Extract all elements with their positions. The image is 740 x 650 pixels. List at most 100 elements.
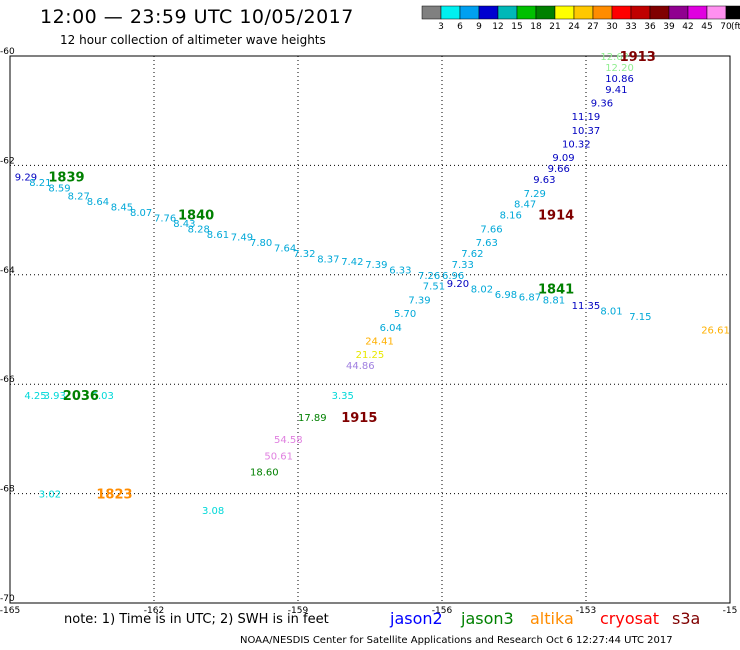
colorbar-swatch: [421, 5, 442, 20]
wave-height-label: 54.58: [274, 435, 303, 446]
wave-height-label: 8.01: [600, 306, 622, 317]
x-tick-label: -156: [432, 606, 453, 616]
colorbar-label: 6: [457, 22, 463, 32]
wave-height-label: 9.20: [447, 279, 469, 290]
x-tick-label: -165: [0, 606, 20, 616]
wave-height-label: 9.09: [552, 153, 574, 164]
wave-height-label: 26.61: [701, 326, 730, 337]
pass-time-label: 2036: [63, 389, 99, 404]
colorbar-swatch: [440, 5, 461, 20]
colorbar-swatch: [516, 5, 537, 20]
chart-title: 12:00 — 23:59 UTC 10/05/2017: [40, 6, 354, 28]
wave-height-label: 8.02: [471, 284, 493, 295]
wave-height-label: 8.61: [207, 230, 229, 241]
wave-height-label: 7.49: [231, 233, 253, 244]
pass-time-label: 1840: [178, 209, 214, 224]
y-tick-label: -62: [0, 156, 15, 166]
wave-height-label: 7.76: [154, 213, 176, 224]
wave-height-label: 44.86: [346, 361, 375, 372]
pass-time-label: 1915: [341, 411, 377, 426]
wave-height-label: 8.64: [87, 197, 109, 208]
colorbar-label: 70: [720, 22, 732, 32]
wave-height-label: 3.08: [202, 506, 224, 517]
wave-height-label: 7.39: [365, 260, 387, 271]
pass-time-label: 1913: [620, 50, 656, 65]
x-tick-label: -159: [288, 606, 309, 616]
x-tick-label: -15: [723, 606, 738, 616]
colorbar-swatch: [554, 5, 575, 20]
x-tick-label: -162: [144, 606, 164, 616]
colorbar-label: 9: [476, 22, 482, 32]
wave-height-label: 5.70: [394, 309, 416, 320]
wave-height-label: 9.29: [15, 172, 37, 183]
wave-height-label: 10.86: [605, 74, 634, 85]
wave-height-label: 9.66: [548, 164, 570, 175]
colorbar-swatch: [611, 5, 632, 20]
wave-height-label: 24.41: [365, 336, 394, 347]
colorbar-label: 30: [606, 22, 618, 32]
wave-height-label: 7.51: [423, 282, 445, 293]
colorbar-swatch: [573, 5, 594, 20]
wave-height-label: 6.04: [380, 323, 402, 334]
colorbar-label: 33: [625, 22, 636, 32]
pass-time-label: 1823: [96, 488, 132, 503]
wave-height-label: 11.35: [572, 301, 601, 312]
wave-height-label: 9.36: [591, 98, 613, 109]
wave-height-label: 8.37: [317, 254, 339, 265]
wave-height-label: 7.15: [629, 312, 651, 323]
colorbar-label: 39: [663, 22, 675, 32]
colorbar-swatch: [649, 5, 670, 20]
wave-height-label: 12.62: [600, 52, 629, 63]
y-tick-label: -68: [0, 485, 15, 495]
footer-note: note: 1) Time is in UTC; 2) SWH is in fe…: [64, 612, 329, 627]
wave-height-label: 6.87: [519, 293, 541, 304]
colorbar-swatch: [630, 5, 651, 20]
y-tick-label: -70: [0, 594, 15, 604]
wave-height-label: 8.21: [29, 178, 51, 189]
wave-height-label: 21.25: [356, 350, 385, 361]
legend-jason2: jason2: [390, 609, 443, 628]
wave-height-label: 7.39: [408, 295, 430, 306]
wave-height-label: 7.26: [418, 271, 440, 282]
wave-height-label: 7.42: [341, 257, 363, 268]
pass-time-label: 1839: [48, 170, 84, 185]
colorbar-label: 12: [492, 22, 503, 32]
x-tick-label: -153: [576, 606, 596, 616]
pass-time-label: 1841: [538, 282, 574, 297]
wave-height-label: 7.66: [480, 224, 502, 235]
wave-height-label: 4.25: [24, 391, 46, 402]
wave-height-label: 8.07: [130, 208, 152, 219]
colorbar-unit: (ft): [731, 22, 740, 32]
wave-height-label: 5.03: [92, 391, 114, 402]
wave-height-label: 6.96: [442, 271, 464, 282]
wave-height-label: 7.62: [461, 249, 483, 260]
wave-height-label: 7.33: [452, 260, 474, 271]
colorbar-label: 27: [587, 22, 598, 32]
wave-height-label: 8.47: [514, 200, 536, 211]
wave-height-label: 9.63: [533, 175, 555, 186]
colorbar-label: 18: [530, 22, 542, 32]
wave-height-label: 7.80: [250, 238, 272, 249]
y-tick-label: -66: [0, 375, 15, 385]
wave-height-label: 11.19: [572, 112, 601, 123]
wave-height-label: 17.89: [298, 413, 327, 424]
wave-height-label: 7.63: [476, 238, 498, 249]
wave-height-label: 7.64: [274, 243, 296, 254]
colorbar-swatch: [687, 5, 708, 20]
footer-credit: NOAA/NESDIS Center for Satellite Applica…: [240, 635, 673, 646]
plot-frame: [9, 55, 731, 604]
colorbar-label: 36: [644, 22, 656, 32]
wave-height-label: 3.93: [44, 391, 66, 402]
wave-height-label: 8.16: [500, 211, 522, 222]
colorbar-label: 15: [511, 22, 522, 32]
colorbar-label: 21: [549, 22, 560, 32]
wave-height-label: 8.45: [111, 202, 133, 213]
legend-jason3: jason3: [461, 609, 514, 628]
colorbar-label: 45: [701, 22, 712, 32]
legend-cryosat: cryosat: [600, 609, 660, 628]
colorbar-label: 42: [682, 22, 693, 32]
colorbar-swatch: [478, 5, 499, 20]
colorbar-label: 3: [438, 22, 444, 32]
colorbar-swatch: [592, 5, 613, 20]
